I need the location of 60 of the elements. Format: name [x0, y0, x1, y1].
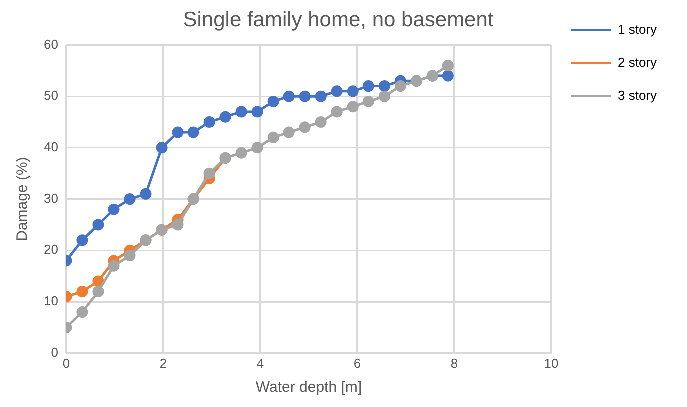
point: [283, 126, 295, 138]
point: [378, 90, 390, 102]
point: [315, 90, 327, 102]
x-tick-label: 2: [160, 356, 168, 371]
point: [204, 116, 216, 128]
point: [204, 168, 216, 180]
y-tick-label: 50: [44, 88, 58, 104]
y-tick-label: 20: [44, 242, 58, 258]
legend-label: 1 story: [618, 22, 658, 38]
point: [156, 142, 168, 154]
point: [347, 86, 359, 98]
point: [283, 90, 295, 102]
point: [394, 80, 406, 92]
point: [124, 194, 136, 206]
y-tick-label: 30: [44, 190, 58, 206]
point: [236, 147, 248, 159]
point: [188, 126, 200, 138]
point: [108, 204, 120, 216]
point: [76, 286, 88, 298]
point: [378, 80, 390, 92]
point: [172, 126, 184, 138]
point: [362, 80, 374, 92]
point: [252, 106, 264, 118]
point: [220, 111, 232, 123]
point: [92, 219, 104, 231]
point: [76, 234, 88, 246]
point: [331, 86, 343, 98]
y-tick-label: 10: [44, 294, 58, 309]
y-axis-title: Damage (%): [14, 157, 32, 242]
legend-label: 3 story: [618, 88, 658, 104]
y-tick-label: 40: [44, 140, 58, 155]
point: [268, 132, 280, 144]
legend-label: 2 story: [618, 55, 658, 70]
chart-title: Single family home, no basement: [183, 8, 494, 32]
y-tick-label: 60: [44, 36, 58, 52]
point: [252, 142, 264, 154]
point: [76, 306, 88, 318]
point: [140, 188, 152, 200]
x-tick-label: 6: [354, 356, 362, 371]
point: [299, 90, 311, 102]
point: [236, 106, 248, 118]
point: [108, 260, 120, 272]
point: [442, 60, 454, 72]
x-axis-title: Water depth [m]: [256, 379, 362, 396]
x-tick-label: 0: [62, 356, 70, 371]
point: [442, 70, 454, 82]
point: [268, 96, 280, 108]
x-tick-label: 4: [256, 356, 264, 371]
point: [315, 116, 327, 128]
point: [124, 250, 136, 262]
point: [92, 276, 104, 288]
point: [347, 101, 359, 113]
point: [299, 122, 311, 134]
x-tick-label: 8: [450, 356, 458, 371]
point: [92, 286, 104, 298]
y-tick-label: 0: [51, 344, 58, 360]
point: [172, 219, 184, 231]
point: [331, 106, 343, 118]
point: [362, 96, 374, 108]
x-tick-label: 10: [544, 356, 559, 371]
